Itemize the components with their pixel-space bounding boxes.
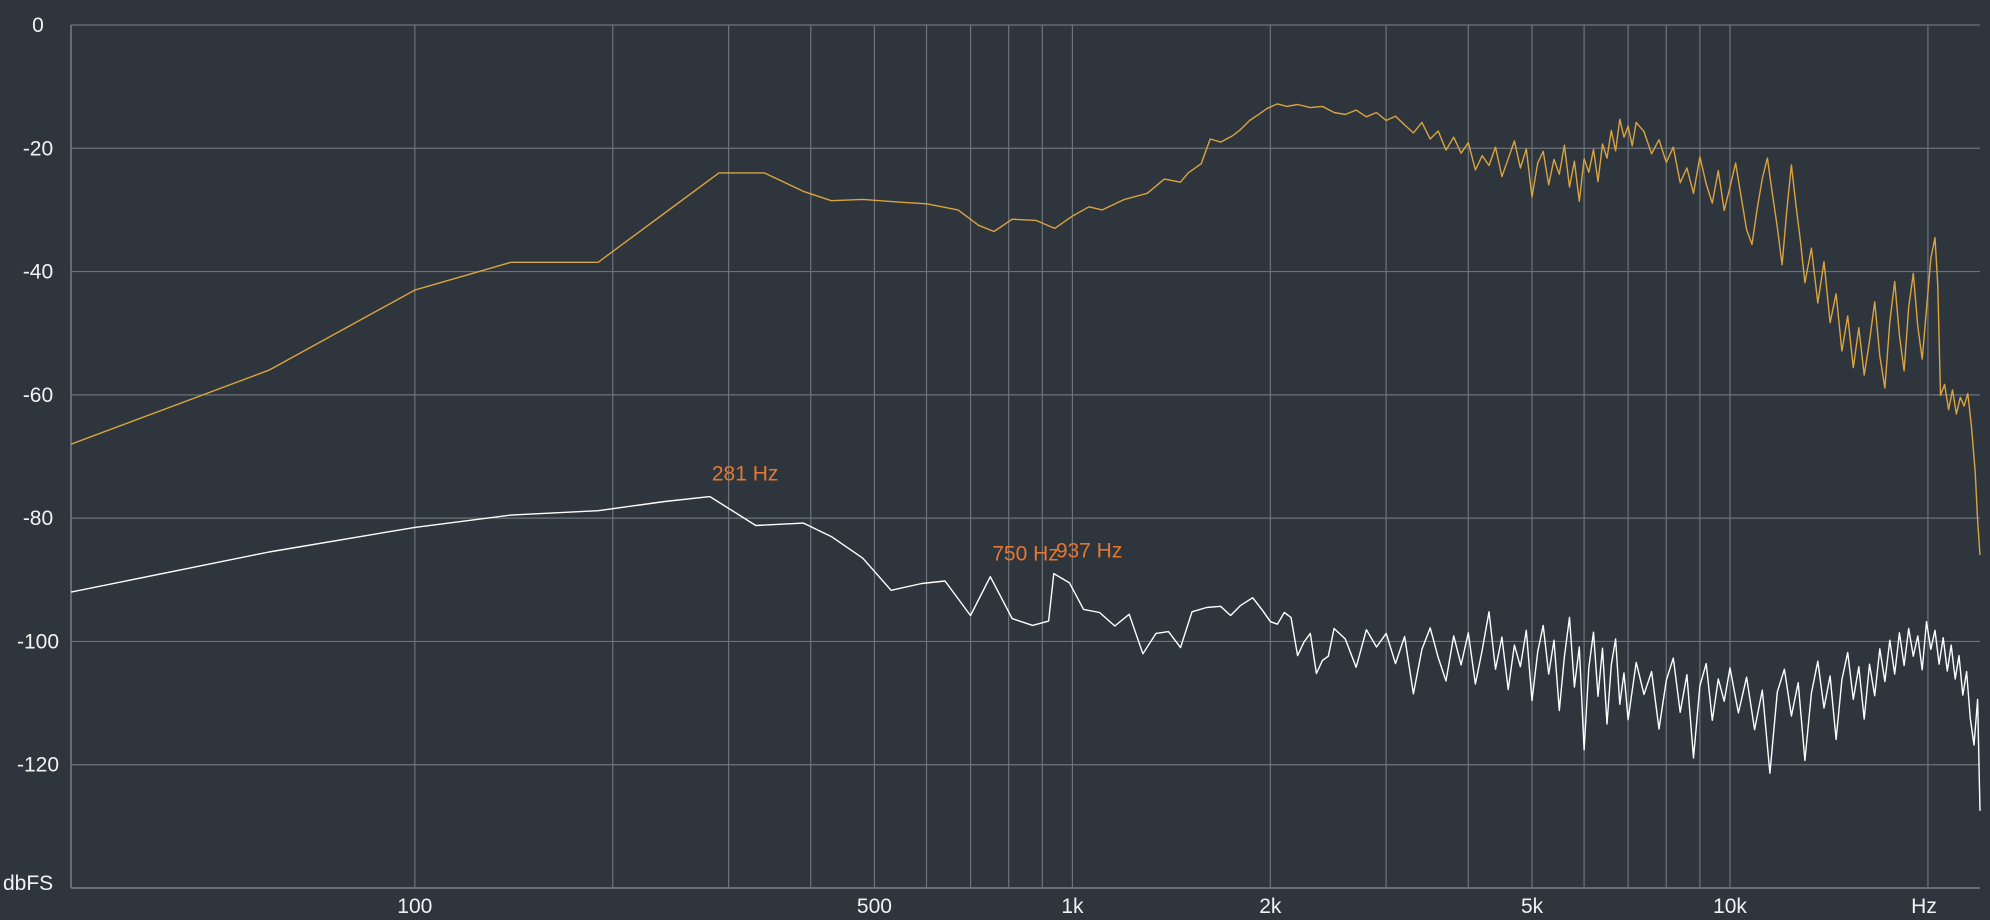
x-axis-ticks: 100 500 1k 2k 5k 10k [397,895,1747,918]
y-tick-label: -40 [23,261,53,284]
x-tick-label: 5k [1521,895,1544,918]
grid [70,24,1980,889]
peak-label: 281 Hz [712,463,779,486]
series-line-1 [70,103,1981,556]
y-tick-label: -120 [17,754,59,777]
x-tick-label: 2k [1259,895,1282,918]
y-tick-label: -100 [17,630,59,653]
y-tick-label: 0 [32,14,44,37]
y-tick-label: -20 [23,137,53,160]
peak-label: 937 Hz [1056,540,1123,563]
y-axis-ticks: 0 -20 -40 -60 -80 -100 -120 [17,14,59,777]
series-line-2 [70,495,1981,811]
peak-label: 750 Hz [992,543,1059,566]
y-tick-label: -80 [23,507,53,530]
series-lines [70,103,1981,811]
x-tick-label: 1k [1061,895,1084,918]
y-axis-label: dbFS [3,872,53,895]
x-tick-label: 10k [1713,895,1747,918]
x-axis-label: Hz [1911,895,1937,918]
y-tick-label: -60 [23,384,53,407]
x-tick-label: 100 [397,895,432,918]
x-tick-label: 500 [857,895,892,918]
